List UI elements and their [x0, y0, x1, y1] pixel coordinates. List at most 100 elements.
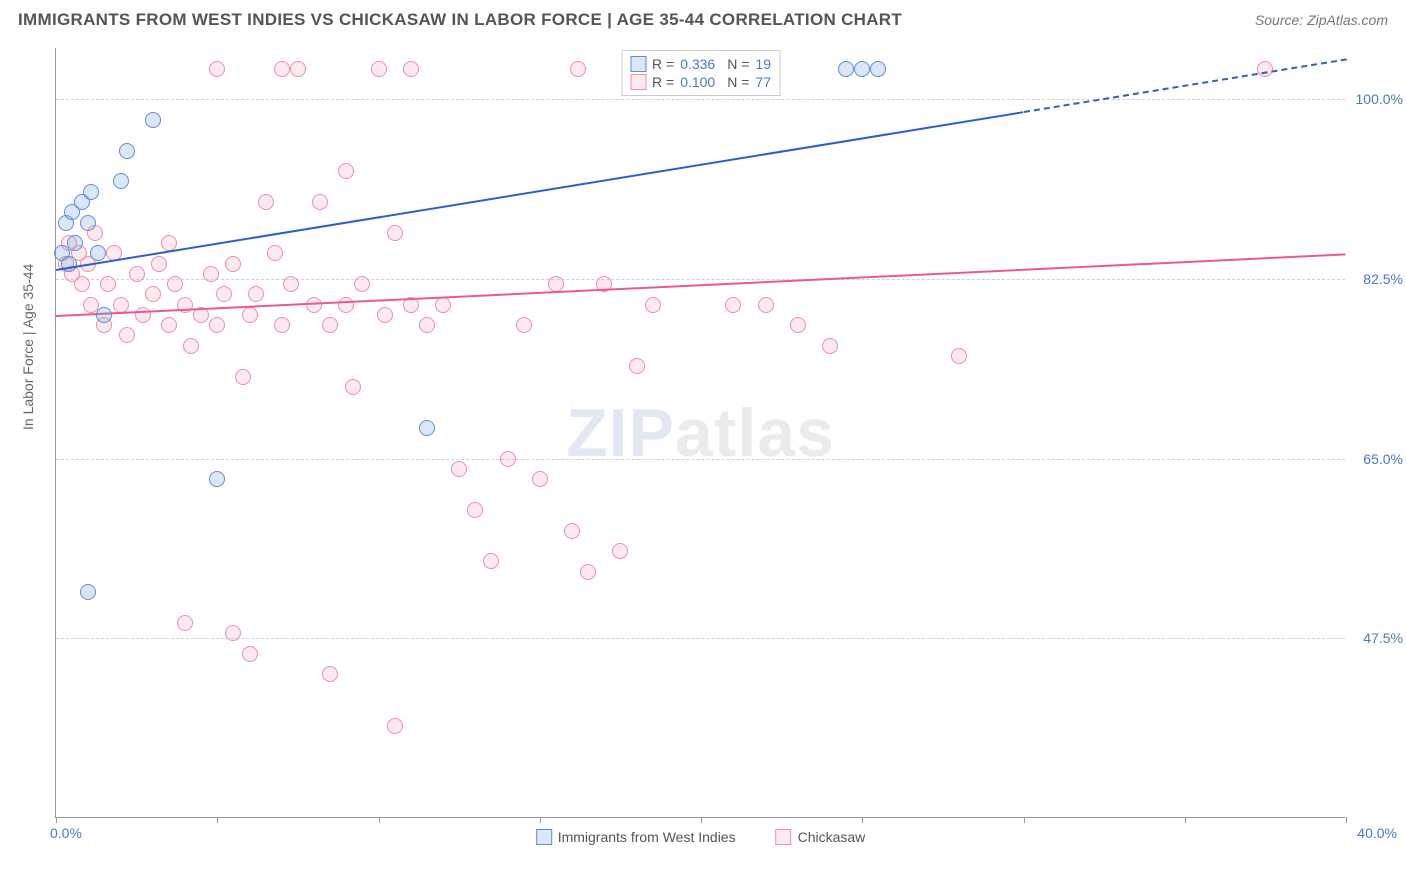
data-point — [209, 471, 225, 487]
data-point — [274, 317, 290, 333]
legend-bottom: Immigrants from West Indies Chickasaw — [536, 829, 866, 845]
legend-item: Immigrants from West Indies — [536, 829, 736, 845]
data-point — [822, 338, 838, 354]
data-point — [216, 286, 232, 302]
data-point — [322, 317, 338, 333]
y-tick-label: 82.5% — [1347, 271, 1403, 287]
x-min-label: 0.0% — [50, 825, 82, 841]
legend-swatch-icon — [776, 829, 792, 845]
legend-n-value: 77 — [755, 74, 771, 90]
data-point — [145, 286, 161, 302]
data-point — [209, 317, 225, 333]
data-point — [483, 553, 499, 569]
gridline — [56, 279, 1345, 280]
data-point — [119, 143, 135, 159]
gridline — [56, 459, 1345, 460]
data-point — [951, 348, 967, 364]
data-point — [870, 61, 886, 77]
data-point — [80, 584, 96, 600]
legend-stats-row: R = 0.100 N = 77 — [630, 73, 771, 91]
data-point — [790, 317, 806, 333]
data-point — [612, 543, 628, 559]
y-tick-label: 100.0% — [1347, 91, 1403, 107]
data-point — [338, 297, 354, 313]
legend-r-value: 0.100 — [680, 74, 715, 90]
data-point — [145, 112, 161, 128]
data-point — [167, 276, 183, 292]
data-point — [74, 276, 90, 292]
legend-item: Chickasaw — [776, 829, 866, 845]
data-point — [183, 338, 199, 354]
data-point — [377, 307, 393, 323]
legend-n-label: N = — [727, 56, 749, 72]
legend-swatch-icon — [536, 829, 552, 845]
data-point — [90, 245, 106, 261]
data-point — [387, 718, 403, 734]
legend-series-label: Chickasaw — [798, 829, 866, 845]
data-point — [419, 420, 435, 436]
trendline — [56, 111, 1024, 271]
data-point — [451, 461, 467, 477]
watermark: ZIPatlas — [566, 394, 835, 472]
data-point — [225, 625, 241, 641]
data-point — [322, 666, 338, 682]
data-point — [119, 327, 135, 343]
data-point — [274, 61, 290, 77]
data-point — [235, 369, 251, 385]
legend-swatch-icon — [630, 56, 646, 72]
data-point — [67, 235, 83, 251]
data-point — [532, 471, 548, 487]
data-point — [838, 61, 854, 77]
x-tick — [1024, 817, 1025, 823]
legend-swatch-icon — [630, 74, 646, 90]
data-point — [151, 256, 167, 272]
data-point — [570, 61, 586, 77]
data-point — [96, 307, 112, 323]
data-point — [80, 215, 96, 231]
data-point — [312, 194, 328, 210]
data-point — [135, 307, 151, 323]
gridline — [56, 99, 1345, 100]
data-point — [267, 245, 283, 261]
data-point — [548, 276, 564, 292]
plot-area: ZIPatlas R = 0.336 N = 19 R = 0.100 N = … — [55, 48, 1345, 818]
legend-n-value: 19 — [755, 56, 771, 72]
x-tick — [56, 817, 57, 823]
data-point — [100, 276, 116, 292]
data-point — [345, 379, 361, 395]
legend-stats-row: R = 0.336 N = 19 — [630, 55, 771, 73]
legend-series-label: Immigrants from West Indies — [558, 829, 736, 845]
legend-r-label: R = — [652, 74, 674, 90]
data-point — [564, 523, 580, 539]
data-point — [403, 61, 419, 77]
data-point — [387, 225, 403, 241]
data-point — [258, 194, 274, 210]
y-tick-label: 65.0% — [1347, 451, 1403, 467]
data-point — [354, 276, 370, 292]
x-tick — [540, 817, 541, 823]
gridline — [56, 638, 1345, 639]
data-point — [371, 61, 387, 77]
data-point — [242, 646, 258, 662]
data-point — [177, 615, 193, 631]
legend-r-label: R = — [652, 56, 674, 72]
data-point — [242, 307, 258, 323]
data-point — [129, 266, 145, 282]
data-point — [209, 61, 225, 77]
data-point — [580, 564, 596, 580]
data-point — [419, 317, 435, 333]
legend-r-value: 0.336 — [680, 56, 715, 72]
data-point — [516, 317, 532, 333]
data-point — [435, 297, 451, 313]
data-point — [248, 286, 264, 302]
x-max-label: 40.0% — [1357, 825, 1397, 841]
y-axis-label: In Labor Force | Age 35-44 — [20, 264, 36, 430]
legend-n-label: N = — [727, 74, 749, 90]
data-point — [725, 297, 741, 313]
y-tick-label: 47.5% — [1347, 630, 1403, 646]
x-tick — [217, 817, 218, 823]
data-point — [113, 173, 129, 189]
chart-title: IMMIGRANTS FROM WEST INDIES VS CHICKASAW… — [18, 10, 902, 30]
data-point — [283, 276, 299, 292]
x-tick — [862, 817, 863, 823]
